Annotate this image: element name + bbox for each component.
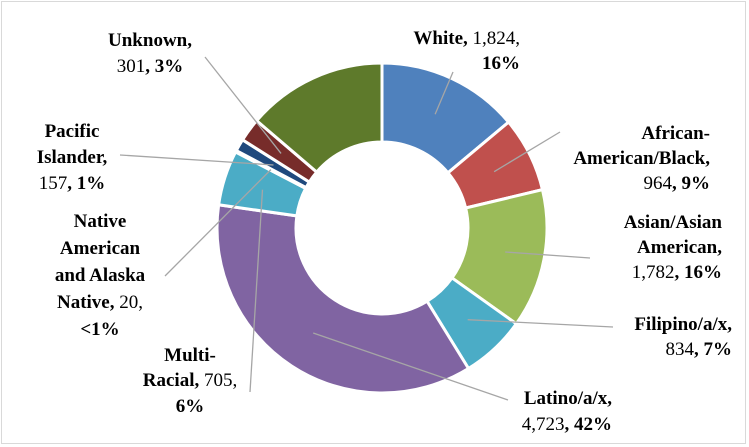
leader-line-white (434, 71, 454, 115)
label-native-line-5: <1% (80, 319, 119, 340)
label-native-line-2: American (60, 238, 141, 259)
leader-line-latino (312, 332, 509, 401)
label-unknown: Unknown, 301, 3% (108, 30, 192, 77)
label-filipino: Filipino/a/x, 834, 7% (634, 314, 732, 360)
label-white: White, 1,824, 16% (413, 28, 520, 74)
label-multi: Multi- Racial, 705, 6% (143, 345, 237, 417)
label-pacific-line-1: Pacific (45, 121, 100, 142)
label-black-line-1: African- (641, 123, 710, 144)
label-asian: Asian/Asian American, 1,782, 16% (624, 212, 723, 283)
slice-labels: White, 1,824, 16% African- American/Black, 9… (37, 28, 733, 435)
label-multi-line-1: Multi- (164, 345, 216, 366)
leader-line-unknown (204, 56, 282, 154)
label-native-line-4: Native, 20, (57, 292, 143, 313)
label-pacific-line-3: 157, 1% (39, 173, 106, 194)
label-latino-line-1: Latino/a/x, (524, 388, 612, 409)
leader-line-asian (505, 251, 591, 259)
slice-other (254, 61, 384, 175)
label-black-line-3: 964, 9% (644, 173, 711, 194)
label-asian-line-1: Asian/Asian (624, 212, 723, 233)
label-white-line-2: 16% (482, 53, 520, 74)
label-multi-line-3: 6% (176, 396, 205, 417)
slice-latino (215, 203, 471, 395)
label-black-line-2: American/Black, (573, 148, 710, 169)
label-filipino-line-1: Filipino/a/x, (634, 314, 732, 335)
label-asian-line-2: American, (637, 237, 722, 258)
leader-lines (119, 56, 614, 401)
label-latino: Latino/a/x, 4,723, 42% (522, 388, 612, 435)
label-pacific-line-2: Islander, (37, 147, 108, 168)
leader-line-black (493, 131, 561, 173)
donut-slices (215, 61, 549, 395)
label-unknown-line-2: 301, 3% (117, 56, 184, 77)
label-native: Native American and Alaska Native, 20, <1% (55, 211, 146, 340)
label-native-line-3: and Alaska (55, 265, 146, 286)
label-asian-line-3: 1,782, 16% (632, 262, 722, 283)
leader-line-filipino (467, 319, 614, 328)
label-latino-line-2: 4,723, 42% (522, 414, 612, 435)
leader-line-pacific (119, 154, 274, 166)
label-multi-line-2: Racial, 705, (143, 370, 237, 391)
label-pacific: Pacific Islander, 157, 1% (37, 121, 108, 194)
label-white-line-1: White, 1,824, (413, 28, 520, 49)
label-native-line-1: Native (74, 211, 127, 232)
label-black: African- American/Black, 964, 9% (573, 123, 710, 194)
label-filipino-line-2: 834, 7% (666, 339, 733, 360)
leader-line-multi (249, 189, 264, 393)
leader-line-native (164, 169, 272, 277)
label-unknown-line-1: Unknown, (108, 30, 192, 51)
